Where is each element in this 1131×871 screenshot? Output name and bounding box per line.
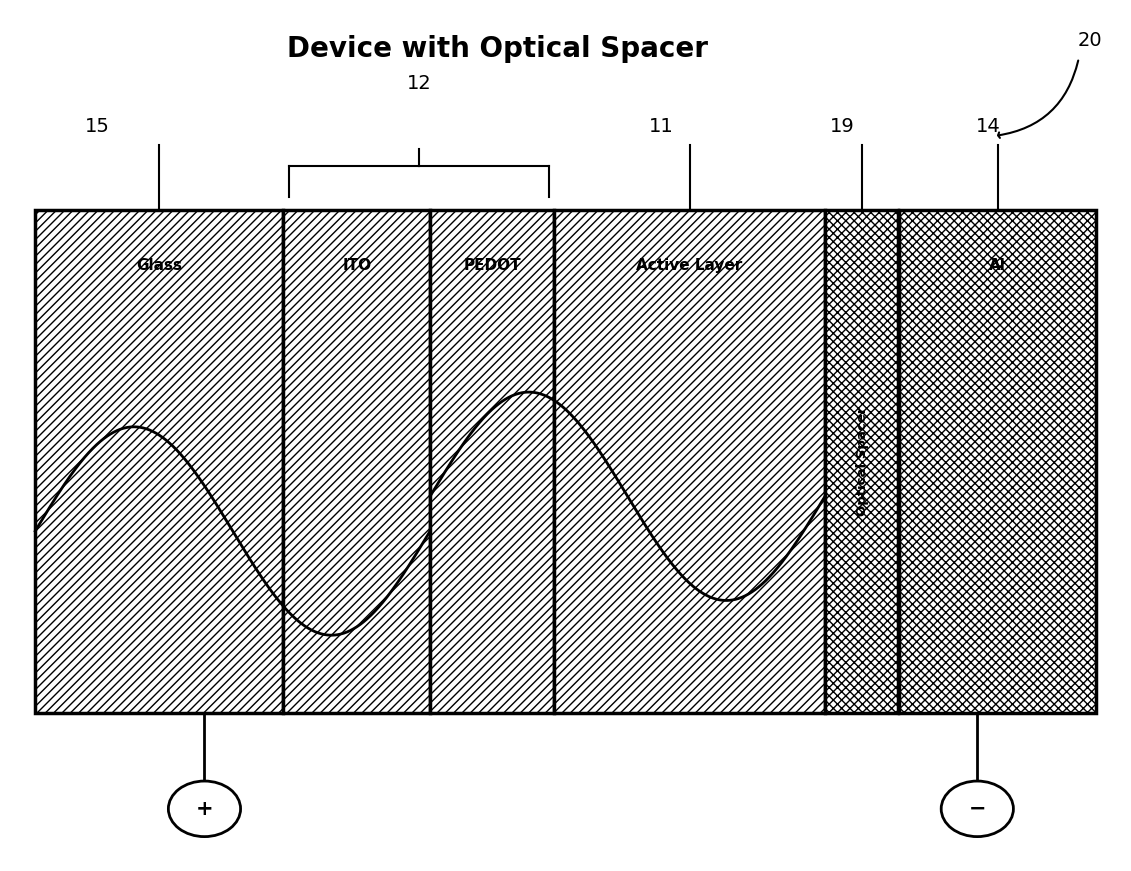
Text: PEDOT: PEDOT — [464, 258, 521, 273]
Text: Al: Al — [990, 258, 1007, 273]
Text: 14: 14 — [976, 117, 1001, 136]
Bar — [430, 210, 554, 713]
Text: Device with Optical Spacer: Device with Optical Spacer — [287, 35, 708, 63]
Bar — [899, 210, 1096, 713]
Text: Active Layer: Active Layer — [637, 258, 743, 273]
Text: 11: 11 — [649, 117, 674, 136]
Text: −: − — [968, 799, 986, 819]
Text: 12: 12 — [406, 73, 431, 92]
Text: Optical Spacer: Optical Spacer — [856, 407, 869, 517]
Text: Glass: Glass — [137, 258, 182, 273]
Text: 19: 19 — [829, 117, 854, 136]
Text: ITO: ITO — [343, 258, 371, 273]
Text: 15: 15 — [85, 117, 110, 136]
Text: 20: 20 — [1078, 31, 1103, 50]
Circle shape — [941, 781, 1013, 837]
Text: +: + — [196, 799, 214, 819]
Bar — [554, 210, 824, 713]
Bar — [35, 210, 284, 713]
Bar — [824, 210, 898, 713]
Bar — [284, 210, 430, 713]
Circle shape — [169, 781, 241, 837]
